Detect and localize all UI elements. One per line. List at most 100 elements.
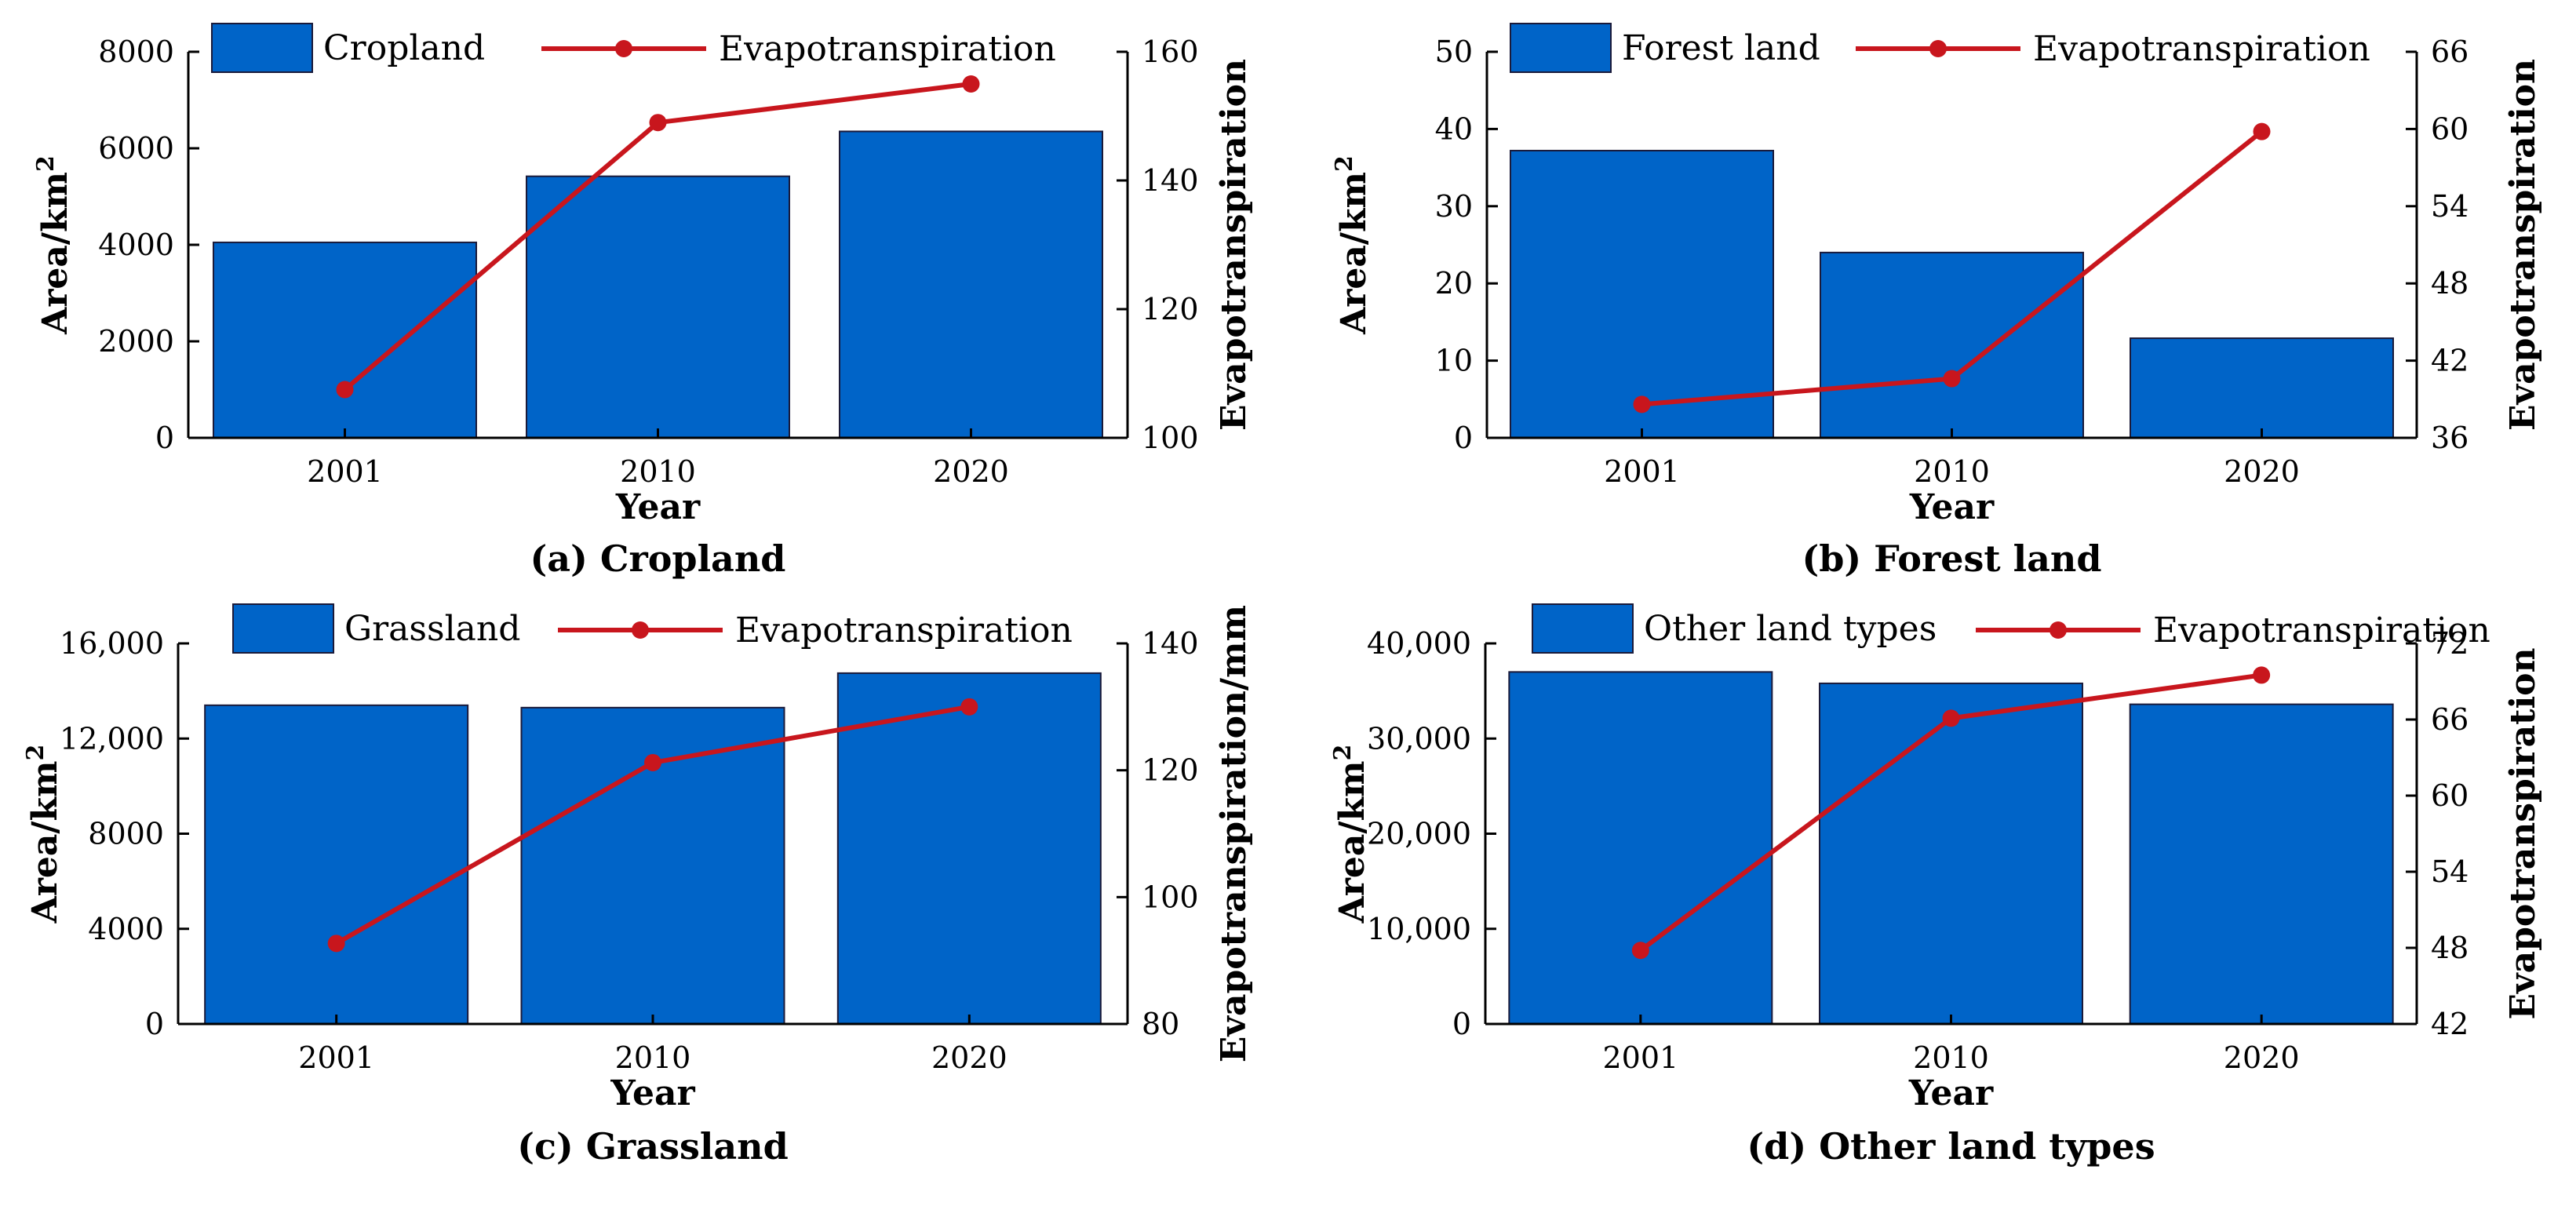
right-tick-label: 42 bbox=[2431, 1007, 2469, 1041]
legend-line-label: Evapotranspiration bbox=[719, 29, 1056, 69]
left-tick-label: 0 bbox=[145, 1007, 164, 1041]
y-axis-title-text: Area/km bbox=[25, 760, 65, 924]
legend-bar-label: Grassland bbox=[344, 609, 520, 649]
panel-b: 0 10 20 30 40 50 36 42 48 54 60 66 2001 2010 2020 Year A… bbox=[1331, 23, 2543, 580]
panel-caption: (a) Cropland bbox=[530, 537, 786, 580]
left-tick-label: 8000 bbox=[98, 35, 174, 69]
legend-line-marker bbox=[1929, 40, 1947, 57]
y2-axis-title: Evapotranspiration bbox=[1214, 59, 1254, 431]
left-tick-label: 6000 bbox=[98, 131, 174, 166]
left-tick-label: 8000 bbox=[88, 817, 164, 851]
x-tick-label-2010: 2010 bbox=[1913, 1040, 1989, 1075]
bar-2001 bbox=[1508, 671, 1773, 1025]
x-axis-title: Year bbox=[1908, 1073, 1994, 1113]
bar-2001 bbox=[204, 704, 469, 1025]
right-tick-label: 54 bbox=[2431, 189, 2469, 224]
right-tick-label: 66 bbox=[2431, 35, 2469, 69]
y2-axis-title: Evapotranspiration/mm bbox=[1214, 605, 1254, 1062]
panel-a: 0 2000 4000 6000 8000 100 120 140 160 2001 2010 202… bbox=[32, 23, 1254, 580]
left-tick-label: 12,000 bbox=[60, 721, 164, 756]
left-tick-label: 40 bbox=[1435, 111, 1473, 146]
left-tick-label: 16,000 bbox=[60, 626, 164, 661]
et-point-2010 bbox=[1943, 370, 1961, 388]
y-axis-title-text: Area/km bbox=[1334, 172, 1374, 335]
et-point-2020 bbox=[2253, 122, 2271, 140]
right-tick-label: 80 bbox=[1142, 1007, 1179, 1041]
right-tick-label: 36 bbox=[2431, 421, 2469, 455]
panel-caption: (b) Forest land bbox=[1802, 537, 2101, 580]
right-tick-label: 120 bbox=[1142, 753, 1199, 788]
left-tick-label: 4000 bbox=[88, 912, 164, 946]
left-tick-label: 0 bbox=[155, 421, 174, 455]
panel-d: 0 10,000 20,000 30,000 40,000 42 48 54 60 66 72 200… bbox=[1329, 603, 2543, 1168]
y2-axis-title: Evapotranspiration bbox=[2503, 647, 2543, 1019]
right-tick-label: 140 bbox=[1142, 626, 1199, 661]
left-tick-label: 20 bbox=[1435, 266, 1473, 301]
y-axis-title: Area/km2 bbox=[22, 745, 66, 924]
et-point-2020 bbox=[962, 75, 980, 93]
y-axis-title-superscript: 2 bbox=[22, 745, 49, 761]
legend-line-label: Evapotranspiration bbox=[2153, 610, 2490, 650]
left-tick-label: 40,000 bbox=[1367, 626, 1471, 661]
x-tick-label-2020: 2020 bbox=[2224, 1040, 2300, 1075]
bar-2020 bbox=[839, 130, 1103, 439]
x-tick-label-2020: 2020 bbox=[931, 1040, 1007, 1075]
left-tick-label: 0 bbox=[1454, 421, 1473, 455]
right-tick-label: 160 bbox=[1142, 35, 1199, 69]
right-tick-label: 72 bbox=[2431, 626, 2469, 661]
y-axis-title-text: Area/km bbox=[35, 172, 75, 335]
et-point-2010 bbox=[649, 114, 667, 132]
legend-bar-label: Forest land bbox=[1622, 28, 1820, 68]
et-point-2001 bbox=[1631, 942, 1649, 960]
left-tick-label: 30,000 bbox=[1367, 721, 1471, 756]
y-axis-title-text: Area/km bbox=[1332, 760, 1372, 924]
x-tick-label-2010: 2010 bbox=[620, 454, 696, 489]
legend-line-marker bbox=[632, 621, 649, 639]
bar-2010 bbox=[526, 175, 790, 439]
legend-line-marker bbox=[615, 40, 632, 57]
x-tick-label-2001: 2001 bbox=[1604, 454, 1680, 489]
panel-caption: (c) Grassland bbox=[517, 1125, 789, 1168]
legend-bar-swatch bbox=[1532, 603, 1634, 654]
panel-caption: (d) Other land types bbox=[1747, 1125, 2155, 1168]
bar-2001 bbox=[1510, 149, 1774, 439]
x-tick-label-2001: 2001 bbox=[1602, 1040, 1678, 1075]
x-tick-label-2001: 2001 bbox=[298, 1040, 374, 1075]
et-point-2020 bbox=[2253, 666, 2271, 684]
right-tick-label: 100 bbox=[1142, 421, 1199, 455]
right-tick-label: 54 bbox=[2431, 854, 2469, 889]
y2-axis-title: Evapotranspiration bbox=[2503, 59, 2543, 431]
et-point-2001 bbox=[336, 381, 354, 399]
panel-c: 0 4000 8000 12,000 16,000 80 100 120 140 2001 2010… bbox=[22, 603, 1254, 1168]
right-tick-label: 48 bbox=[2431, 266, 2469, 301]
left-tick-label: 10 bbox=[1435, 344, 1473, 378]
legend-line-label: Evapotranspiration bbox=[2033, 29, 2370, 69]
left-tick-label: 10,000 bbox=[1367, 912, 1471, 946]
right-tick-label: 60 bbox=[2431, 111, 2469, 146]
left-tick-label: 4000 bbox=[98, 228, 174, 262]
legend-bar-swatch bbox=[232, 603, 334, 654]
et-point-2010 bbox=[644, 753, 661, 771]
x-axis-title: Year bbox=[1909, 487, 1995, 527]
y-axis-title: Area/km2 bbox=[1329, 745, 1373, 924]
x-tick-label-2020: 2020 bbox=[933, 454, 1009, 489]
et-point-2020 bbox=[960, 698, 978, 716]
x-tick-label-2010: 2010 bbox=[1914, 454, 1990, 489]
x-axis-title: Year bbox=[615, 487, 701, 527]
bar-2020 bbox=[836, 672, 1102, 1025]
right-tick-label: 48 bbox=[2431, 931, 2469, 965]
x-tick-label-2010: 2010 bbox=[615, 1040, 691, 1075]
et-point-2001 bbox=[327, 935, 345, 953]
legend-bar-swatch bbox=[1510, 23, 1612, 73]
right-tick-label: 42 bbox=[2431, 344, 2469, 378]
legend-line-marker bbox=[2050, 621, 2067, 639]
y-axis-title-superscript: 2 bbox=[32, 155, 60, 172]
bar-2010 bbox=[1819, 682, 2083, 1025]
y-axis-title: Area/km2 bbox=[1331, 155, 1375, 335]
left-tick-label: 0 bbox=[1452, 1007, 1471, 1041]
bar-2010 bbox=[1820, 251, 2084, 439]
bar-2020 bbox=[2130, 337, 2394, 439]
x-tick-label-2001: 2001 bbox=[307, 454, 383, 489]
